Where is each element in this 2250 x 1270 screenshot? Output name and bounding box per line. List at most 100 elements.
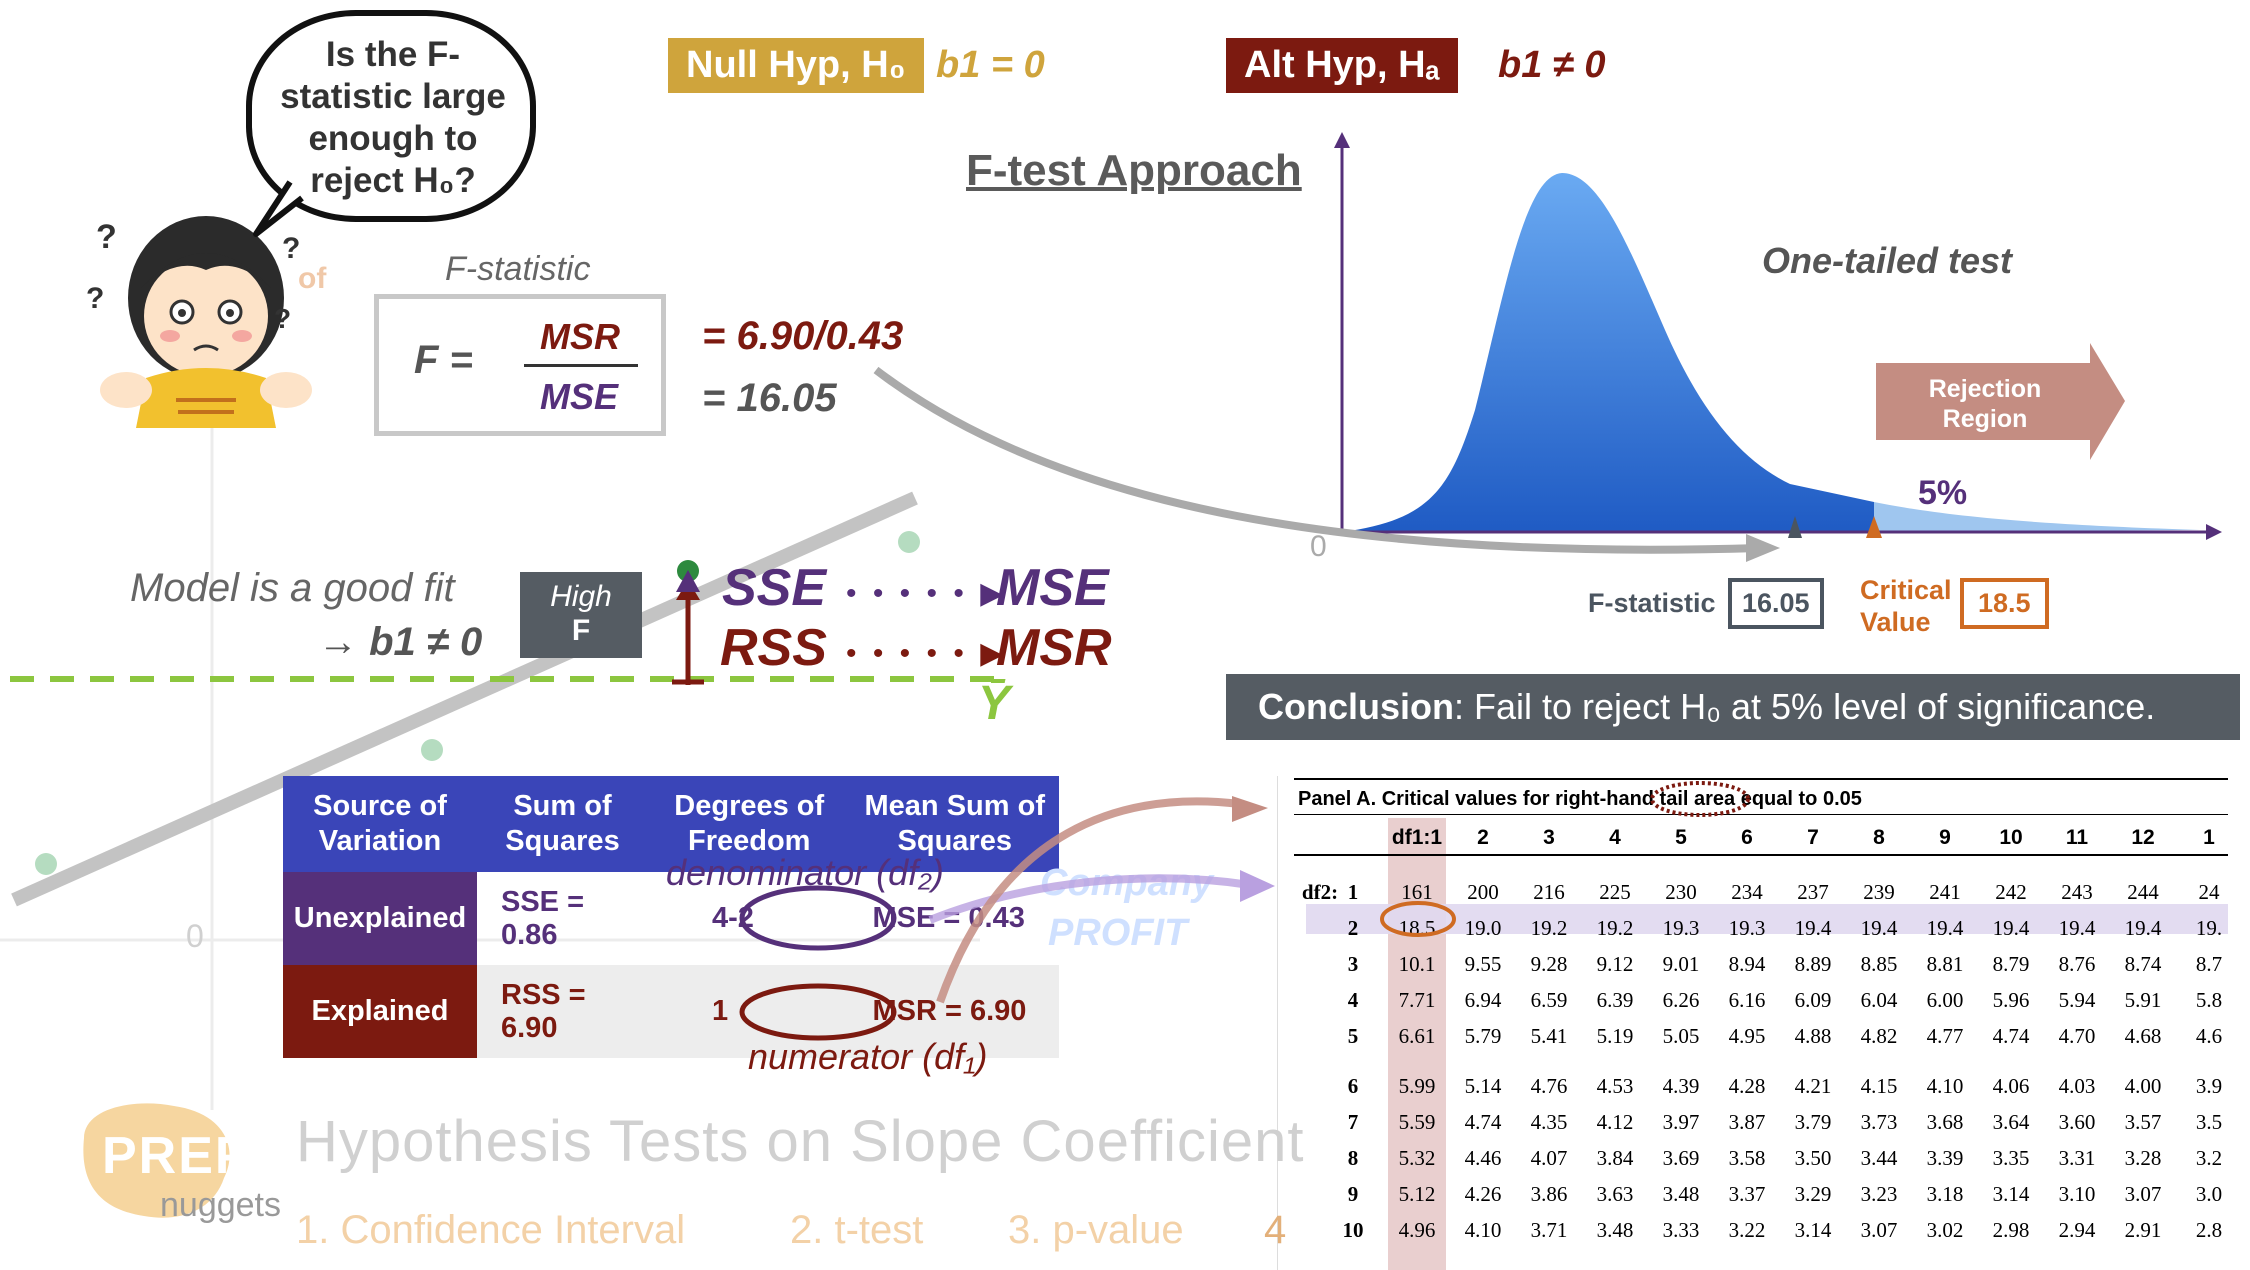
df-denominator-oval bbox=[739, 885, 897, 951]
table-cell: 4.28 bbox=[1728, 1074, 1766, 1098]
table-cell: 5.12 bbox=[1398, 1182, 1436, 1206]
table-cell: 3.33 bbox=[1662, 1218, 1700, 1242]
high-f-line2: F bbox=[571, 614, 591, 647]
background-text-fragment: of bbox=[298, 262, 327, 295]
anova-row-explained: Explained RSS = 6.90 1 MSR = 6.90 bbox=[283, 965, 1059, 1058]
table-cell: 4.15 bbox=[1860, 1074, 1898, 1098]
method-3: 3. p-value bbox=[1008, 1208, 1184, 1252]
row-df2: 3 bbox=[1347, 952, 1359, 976]
table-cell: 3.79 bbox=[1794, 1110, 1832, 1134]
table-cell: 244 bbox=[2127, 880, 2159, 904]
method-2: 2. t-test bbox=[790, 1208, 924, 1252]
table-cell: 3.44 bbox=[1860, 1146, 1898, 1170]
table-cell: 6.26 bbox=[1662, 988, 1700, 1012]
table-cell: 5.41 bbox=[1530, 1024, 1568, 1048]
table-cell: 3.31 bbox=[2058, 1146, 2096, 1170]
row-df2: 9 bbox=[1347, 1182, 1359, 1206]
table-cell: 6.94 bbox=[1464, 988, 1502, 1012]
row-df2: 4 bbox=[1347, 988, 1359, 1012]
table-cell: 237 bbox=[1797, 880, 1829, 904]
table-cell: 9.01 bbox=[1662, 952, 1700, 976]
table-cell: 8.74 bbox=[2124, 952, 2162, 976]
table-cell: 3.58 bbox=[1728, 1146, 1766, 1170]
table-cell: 3.14 bbox=[1794, 1218, 1832, 1242]
anova-ms: MSE = 0.43 bbox=[872, 902, 1025, 934]
column-header: 2 bbox=[1477, 826, 1489, 849]
table-cell: 4.88 bbox=[1794, 1024, 1832, 1048]
df-numerator-label: numerator (df₁) bbox=[748, 1036, 988, 1077]
table-cell: 3.18 bbox=[1926, 1182, 1964, 1206]
anova-table: Source of Variation Sum of Squares Degre… bbox=[283, 776, 1059, 1058]
table-cell: 4.35 bbox=[1530, 1110, 1568, 1134]
column-header: 11 bbox=[2065, 826, 2089, 849]
formula-numerator: MSR bbox=[540, 316, 620, 357]
row-df2: 8 bbox=[1347, 1146, 1359, 1170]
table-cell: 3.02 bbox=[1926, 1218, 1964, 1242]
fstat-pointer-arrow bbox=[873, 366, 1780, 562]
anova-header-ms: Mean Sum of Squares bbox=[850, 776, 1059, 872]
regression-plot bbox=[0, 420, 1000, 1110]
table-cell: 4.74 bbox=[1992, 1024, 2030, 1048]
table-cell: 6.04 bbox=[1860, 988, 1898, 1012]
anova-ss: SSE = 0.86 bbox=[501, 885, 585, 951]
table-cell: 19.4 bbox=[1860, 916, 1898, 940]
table-cell: 4.53 bbox=[1596, 1074, 1634, 1098]
table-cell: 161 bbox=[1401, 880, 1433, 904]
table-cell: 3.63 bbox=[1596, 1182, 1634, 1206]
anova-df: 1 bbox=[711, 995, 729, 1027]
calc-ratio: = 6.90/0.43 bbox=[702, 314, 904, 358]
column-header: 6 bbox=[1741, 826, 1753, 849]
row-2-highlight bbox=[1306, 904, 2228, 934]
table-cell: 3.2 bbox=[2195, 1146, 2223, 1170]
table-cell: 2.8 bbox=[2195, 1218, 2223, 1242]
anova-ss: RSS = 6.90 bbox=[501, 978, 586, 1044]
logo-line1: PREP bbox=[102, 1127, 252, 1185]
table-cell: 4.06 bbox=[1992, 1074, 2030, 1098]
table-cell: 19.2 bbox=[1530, 916, 1568, 940]
tail-percent: 5% bbox=[1918, 474, 1968, 512]
one-tailed-label: One-tailed test bbox=[1762, 240, 2013, 281]
table-cell: 3.86 bbox=[1530, 1182, 1568, 1206]
speech-bubble-text: Is the F-statistic large enough to rejec… bbox=[280, 35, 506, 200]
rss-label: RSS bbox=[720, 619, 827, 677]
table-cell: 6.59 bbox=[1530, 988, 1568, 1012]
table-cell: 8.85 bbox=[1860, 952, 1898, 976]
msr-label: MSR bbox=[996, 619, 1112, 677]
table-cell: 4.96 bbox=[1398, 1218, 1436, 1242]
anova-annotations bbox=[739, 797, 1275, 1041]
subject-title: Hypothesis Tests on Slope Coefficient bbox=[296, 1109, 1305, 1174]
table-cell: 3.48 bbox=[1662, 1182, 1700, 1206]
table-cell: 3.10 bbox=[2058, 1182, 2096, 1206]
table-cell: 6.61 bbox=[1398, 1024, 1436, 1048]
row-df2: 2 bbox=[1347, 916, 1359, 940]
row-df2: 7 bbox=[1347, 1110, 1359, 1134]
rejection-region-area bbox=[1874, 502, 2200, 532]
formula-fraction-bar bbox=[524, 364, 638, 367]
table-cell: 19.4 bbox=[1794, 916, 1832, 940]
row-df2: 10 bbox=[1342, 1218, 1364, 1242]
table-cell: 5.99 bbox=[1398, 1074, 1436, 1098]
table-cell: 242 bbox=[1995, 880, 2027, 904]
table-cell: 7.71 bbox=[1398, 988, 1436, 1012]
table-cell: 4.68 bbox=[2124, 1024, 2162, 1048]
table-cell: 3.9 bbox=[2195, 1074, 2223, 1098]
table-cell: 3.23 bbox=[1860, 1182, 1898, 1206]
table-cell: 19.4 bbox=[2058, 916, 2096, 940]
table-cell: 4.70 bbox=[2058, 1024, 2096, 1048]
table-cell: 4.03 bbox=[2058, 1074, 2096, 1098]
column-header: 3 bbox=[1543, 826, 1555, 849]
table-cell: 3.39 bbox=[1926, 1146, 1964, 1170]
critical-value-oval bbox=[1380, 901, 1456, 937]
confused-character-illustration: ? ? ? ? bbox=[86, 216, 312, 428]
table-cell: 3.71 bbox=[1530, 1218, 1568, 1242]
table-cell: 3.97 bbox=[1662, 1110, 1700, 1134]
anova-ms: MSR = 6.90 bbox=[872, 995, 1027, 1027]
table-cell: 2.98 bbox=[1992, 1218, 2030, 1242]
conclusion-banner: Conclusion: Fail to reject H₀ at 5% leve… bbox=[1226, 674, 2240, 740]
table-cell: 5.91 bbox=[2124, 988, 2162, 1012]
table-cell: 3.64 bbox=[1992, 1110, 2030, 1134]
table-cell: 4.10 bbox=[1464, 1218, 1502, 1242]
table-cell: 5.19 bbox=[1596, 1024, 1634, 1048]
column-header: 4 bbox=[1609, 826, 1621, 849]
table-cell: 3.60 bbox=[2058, 1110, 2096, 1134]
